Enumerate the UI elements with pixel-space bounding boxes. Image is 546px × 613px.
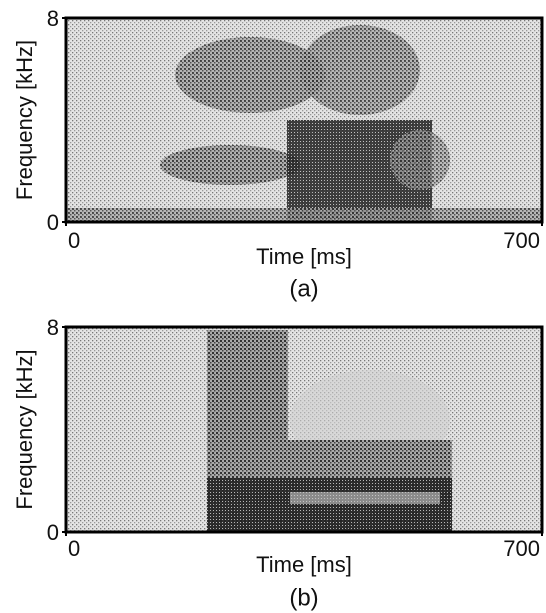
y-axis-label: Frequency [kHz] xyxy=(12,40,37,200)
panel-caption: (b) xyxy=(289,584,318,611)
y-tick-label: 8 xyxy=(47,6,59,31)
y-tick-label: 0 xyxy=(47,210,59,235)
x-tick-label: 0 xyxy=(68,228,80,253)
x-tick-label: 0 xyxy=(68,536,80,561)
x-axis-label: Time [ms] xyxy=(256,244,352,269)
panel-caption: (a) xyxy=(289,275,318,302)
plot-frame xyxy=(64,16,544,224)
y-axis-label: Frequency [kHz] xyxy=(12,349,37,509)
x-axis-label: Time [ms] xyxy=(256,552,352,577)
plot-frame xyxy=(64,325,544,534)
spectrogram-image-b xyxy=(66,327,542,532)
spectrogram-image-a xyxy=(66,18,542,222)
x-tick-label: 700 xyxy=(503,536,540,561)
x-tick-label: 700 xyxy=(503,228,540,253)
y-tick-label: 0 xyxy=(47,520,59,545)
y-tick-label: 8 xyxy=(47,315,59,340)
